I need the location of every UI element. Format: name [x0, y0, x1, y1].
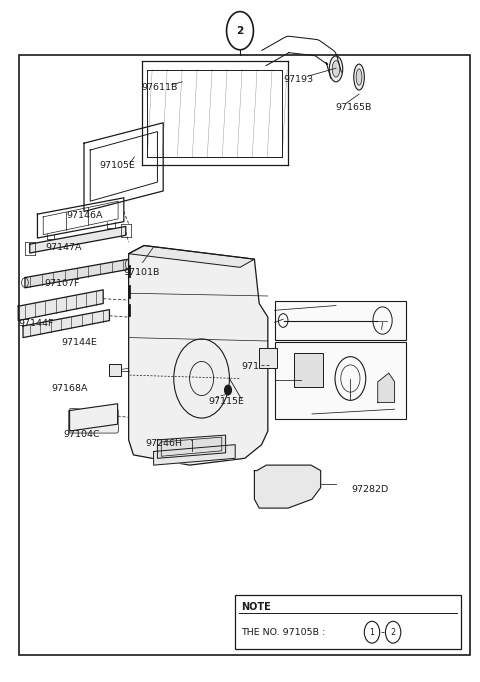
Text: 97144F: 97144F — [18, 318, 54, 328]
Text: THE NO. 97105B :: THE NO. 97105B : — [241, 627, 328, 637]
Ellipse shape — [356, 69, 362, 85]
Polygon shape — [30, 226, 126, 253]
Text: 2: 2 — [236, 26, 244, 35]
Text: 97115E: 97115E — [209, 397, 245, 406]
Text: 97193: 97193 — [283, 74, 313, 84]
Polygon shape — [129, 246, 268, 465]
Bar — [235, 595, 461, 649]
Text: 97218G: 97218G — [286, 411, 323, 421]
Bar — [109, 364, 121, 376]
Ellipse shape — [354, 64, 364, 90]
Polygon shape — [154, 445, 235, 465]
Bar — [275, 342, 406, 419]
Text: NOTE: NOTE — [241, 602, 271, 612]
Text: 97165B: 97165B — [335, 102, 372, 112]
Text: -: - — [381, 627, 384, 637]
Text: 2: 2 — [391, 627, 396, 637]
Text: 97257F: 97257F — [284, 377, 320, 387]
Polygon shape — [18, 290, 103, 321]
Text: 97107F: 97107F — [45, 279, 80, 288]
Text: 97147A: 97147A — [46, 243, 82, 252]
Text: 97149E: 97149E — [241, 362, 277, 372]
Text: 1: 1 — [370, 627, 374, 637]
Polygon shape — [378, 373, 395, 402]
Polygon shape — [25, 259, 129, 288]
Text: 61754: 61754 — [364, 328, 394, 338]
Text: 97614H: 97614H — [331, 398, 368, 407]
Ellipse shape — [332, 61, 340, 77]
Circle shape — [225, 385, 231, 395]
Bar — [294, 353, 323, 387]
FancyBboxPatch shape — [69, 409, 119, 433]
Text: 97101B: 97101B — [124, 268, 160, 278]
Bar — [19, 55, 470, 655]
Text: 97146A: 97146A — [66, 211, 103, 220]
Text: 97105E: 97105E — [100, 161, 136, 170]
Polygon shape — [129, 246, 254, 267]
Text: 97104C: 97104C — [64, 430, 100, 439]
Text: 97149B: 97149B — [279, 316, 316, 325]
Polygon shape — [157, 435, 226, 458]
Polygon shape — [254, 465, 321, 508]
Ellipse shape — [329, 56, 343, 82]
Text: 97282D: 97282D — [352, 485, 389, 494]
Text: 97236L: 97236L — [310, 302, 345, 312]
Polygon shape — [70, 404, 118, 431]
Bar — [275, 301, 406, 340]
Polygon shape — [23, 310, 109, 338]
Text: 97144E: 97144E — [61, 338, 97, 347]
Text: 97246H: 97246H — [145, 439, 182, 448]
Text: 97168A: 97168A — [52, 384, 88, 394]
Text: 97611B: 97611B — [142, 83, 178, 92]
Bar — [259, 348, 277, 368]
